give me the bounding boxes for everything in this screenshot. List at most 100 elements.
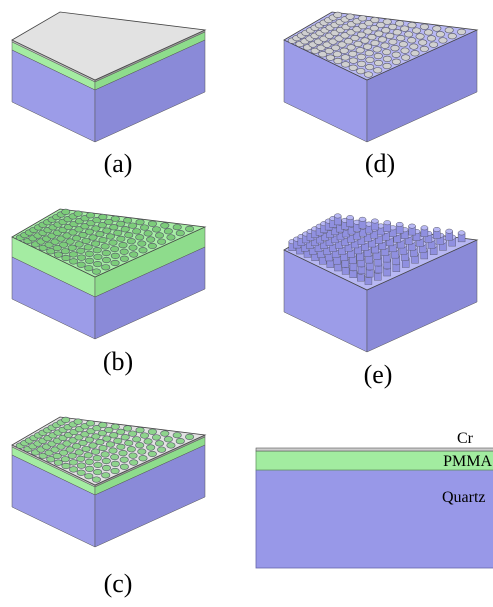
hole	[383, 19, 391, 25]
hole	[139, 455, 147, 461]
hole	[69, 467, 77, 473]
hole	[111, 424, 119, 430]
hole	[99, 445, 107, 451]
hole	[374, 60, 382, 66]
hole	[391, 45, 399, 51]
hole	[102, 250, 110, 256]
hole	[127, 446, 135, 452]
hole	[99, 422, 107, 428]
hole	[373, 47, 381, 53]
hole	[148, 243, 156, 249]
hole	[138, 449, 146, 455]
hole	[69, 252, 77, 258]
hole	[139, 247, 147, 253]
hole	[185, 434, 193, 440]
hole	[109, 448, 117, 454]
hole	[129, 245, 137, 251]
hole	[408, 22, 416, 28]
hole	[357, 68, 365, 74]
hole	[393, 29, 401, 35]
hole	[85, 459, 93, 465]
hole	[374, 53, 382, 59]
hole	[412, 28, 420, 34]
panel-label: (a)	[104, 149, 133, 178]
hole	[111, 260, 119, 266]
hole	[136, 442, 144, 448]
pillar-top	[334, 214, 341, 218]
hole	[334, 58, 342, 64]
hole	[120, 249, 128, 255]
hole	[366, 57, 374, 63]
hole	[381, 43, 389, 49]
hole	[125, 232, 133, 238]
hole	[365, 50, 373, 56]
hole	[132, 437, 140, 443]
hole	[114, 438, 122, 444]
hole	[176, 230, 184, 236]
hole	[99, 214, 107, 220]
hole	[138, 241, 146, 247]
pillar-top	[359, 217, 366, 221]
hole	[392, 52, 400, 58]
hole	[117, 236, 125, 242]
hole	[111, 468, 119, 474]
pillar-top	[371, 219, 378, 223]
hole	[102, 264, 110, 270]
hole	[93, 469, 101, 475]
hole	[117, 444, 125, 450]
hole	[357, 61, 365, 67]
layer-label: Cr	[457, 430, 474, 447]
hole	[144, 231, 152, 237]
hole	[111, 216, 119, 222]
hole	[136, 427, 144, 433]
hole	[371, 40, 379, 46]
hole	[167, 443, 175, 449]
hole	[129, 460, 137, 466]
hole	[146, 445, 154, 451]
hole	[395, 21, 403, 27]
hole	[410, 44, 418, 50]
hole	[341, 55, 349, 61]
hole	[173, 224, 181, 230]
hole	[84, 452, 92, 458]
hole	[120, 256, 128, 262]
hole	[334, 12, 342, 18]
hole	[77, 456, 85, 462]
panel-label: (b)	[103, 347, 133, 376]
hole	[389, 39, 397, 45]
hole	[363, 44, 371, 50]
hole	[408, 37, 416, 43]
hole	[429, 42, 437, 48]
hole	[136, 219, 144, 225]
hole	[167, 235, 175, 241]
hole	[148, 429, 156, 435]
hole	[74, 419, 82, 425]
hole	[62, 209, 70, 215]
hole	[77, 248, 85, 254]
hole	[92, 477, 100, 483]
hole	[397, 35, 405, 41]
hole	[349, 51, 357, 57]
hole	[62, 417, 70, 423]
hole	[185, 226, 193, 232]
hole	[173, 432, 181, 438]
hole	[420, 46, 428, 52]
hole	[411, 50, 419, 56]
hole	[457, 29, 465, 35]
hole	[148, 451, 156, 457]
hole	[439, 38, 447, 44]
hole	[346, 14, 354, 20]
hole	[69, 460, 77, 466]
hole	[416, 34, 424, 40]
panel-label: (d)	[365, 149, 395, 178]
hole	[152, 435, 160, 441]
figure: (a) (b) (c) (d) (e) Cr PMMA Quartz	[0, 0, 493, 607]
hole	[164, 228, 172, 234]
hole	[77, 262, 85, 268]
hole	[383, 63, 391, 69]
hole	[84, 244, 92, 250]
hole	[433, 26, 441, 32]
hole	[101, 244, 109, 250]
hole	[448, 33, 456, 39]
hole	[120, 457, 128, 463]
